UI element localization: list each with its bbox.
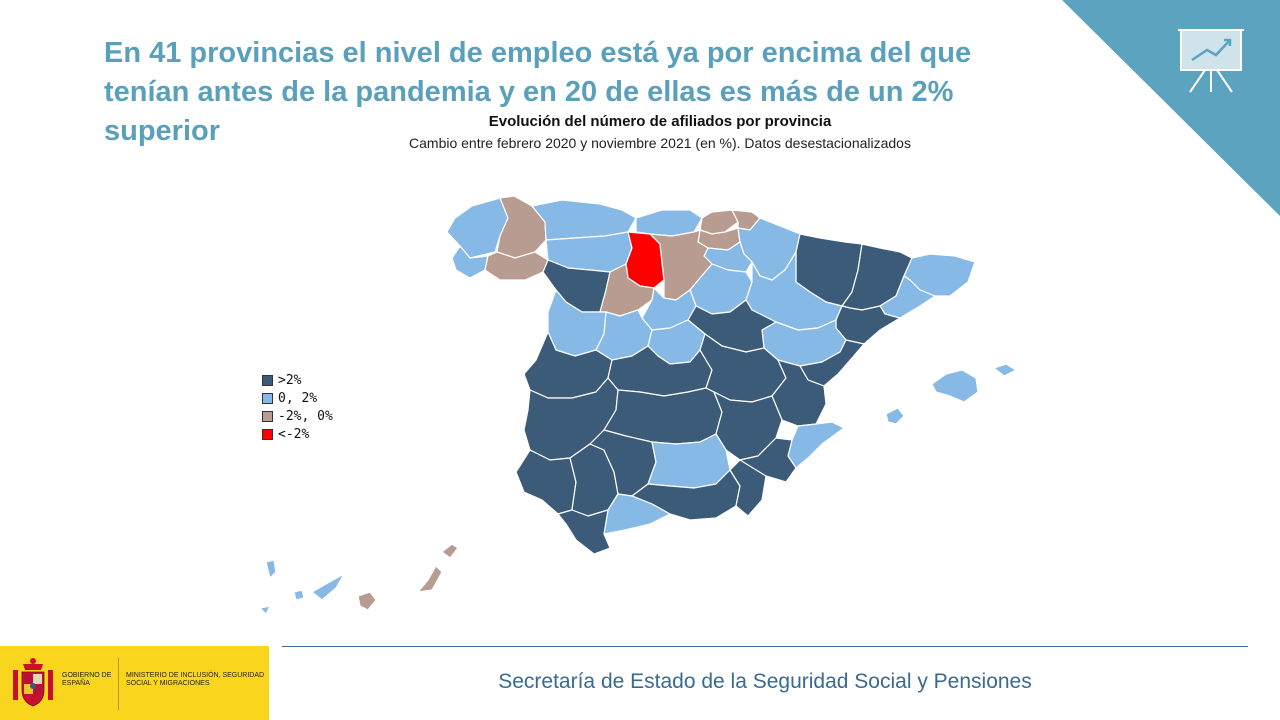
province-el-hierro bbox=[259, 605, 271, 615]
province-murcia bbox=[739, 437, 797, 483]
province-ibiza bbox=[885, 407, 905, 425]
legend-item: <-2% bbox=[262, 425, 333, 443]
gobierno-label: GOBIERNO DE ESPAÑA bbox=[62, 672, 112, 687]
province-menorca bbox=[993, 363, 1017, 377]
legend-label: >2% bbox=[278, 372, 302, 388]
province-la-palma bbox=[265, 559, 277, 579]
legend-swatch bbox=[262, 374, 273, 386]
coat-of-arms-icon bbox=[13, 658, 53, 707]
legend-item: 0, 2% bbox=[262, 389, 333, 407]
province-cadiz bbox=[557, 509, 611, 555]
legend-label: <-2% bbox=[278, 426, 310, 442]
legend-item: >2% bbox=[262, 371, 333, 389]
footer-divider bbox=[282, 646, 1248, 647]
chart-subtitle: Cambio entre febrero 2020 y noviembre 20… bbox=[409, 135, 911, 151]
chart-title: Evolución del número de afiliados por pr… bbox=[488, 113, 832, 130]
legend-label: -2%, 0% bbox=[278, 408, 333, 424]
legend-swatch bbox=[262, 392, 273, 404]
province-barcelona bbox=[879, 275, 936, 319]
province-huelva bbox=[515, 449, 577, 515]
province-gran-canaria bbox=[357, 591, 377, 611]
headline: En 41 provincias el nivel de empleo está… bbox=[104, 37, 972, 147]
badge-separator bbox=[118, 658, 119, 710]
province-fuerteventura bbox=[417, 565, 443, 593]
legend-item: -2%, 0% bbox=[262, 407, 333, 425]
footer-text: Secretaría de Estado de la Seguridad Soc… bbox=[498, 670, 1032, 693]
province-alicante bbox=[787, 421, 845, 469]
province-tenerife bbox=[311, 573, 345, 601]
province-lanzarote bbox=[441, 543, 459, 559]
province-pontevedra bbox=[451, 245, 489, 279]
map-legend: >2% 0, 2% -2%, 0% <-2% bbox=[262, 371, 333, 443]
legend-swatch bbox=[262, 428, 273, 440]
legend-swatch bbox=[262, 410, 273, 422]
province-valladolid bbox=[599, 263, 655, 317]
province-mallorca bbox=[931, 369, 979, 403]
province-a-coruna bbox=[446, 197, 509, 259]
province-la-gomera bbox=[293, 589, 305, 601]
ministry-label: MINISTERIO DE INCLUSIÓN, SEGURIDAD SOCIA… bbox=[126, 672, 265, 687]
government-logo: GOBIERNO DE ESPAÑA MINISTERIO DE INCLUSI… bbox=[0, 646, 269, 720]
legend-label: 0, 2% bbox=[278, 390, 318, 406]
